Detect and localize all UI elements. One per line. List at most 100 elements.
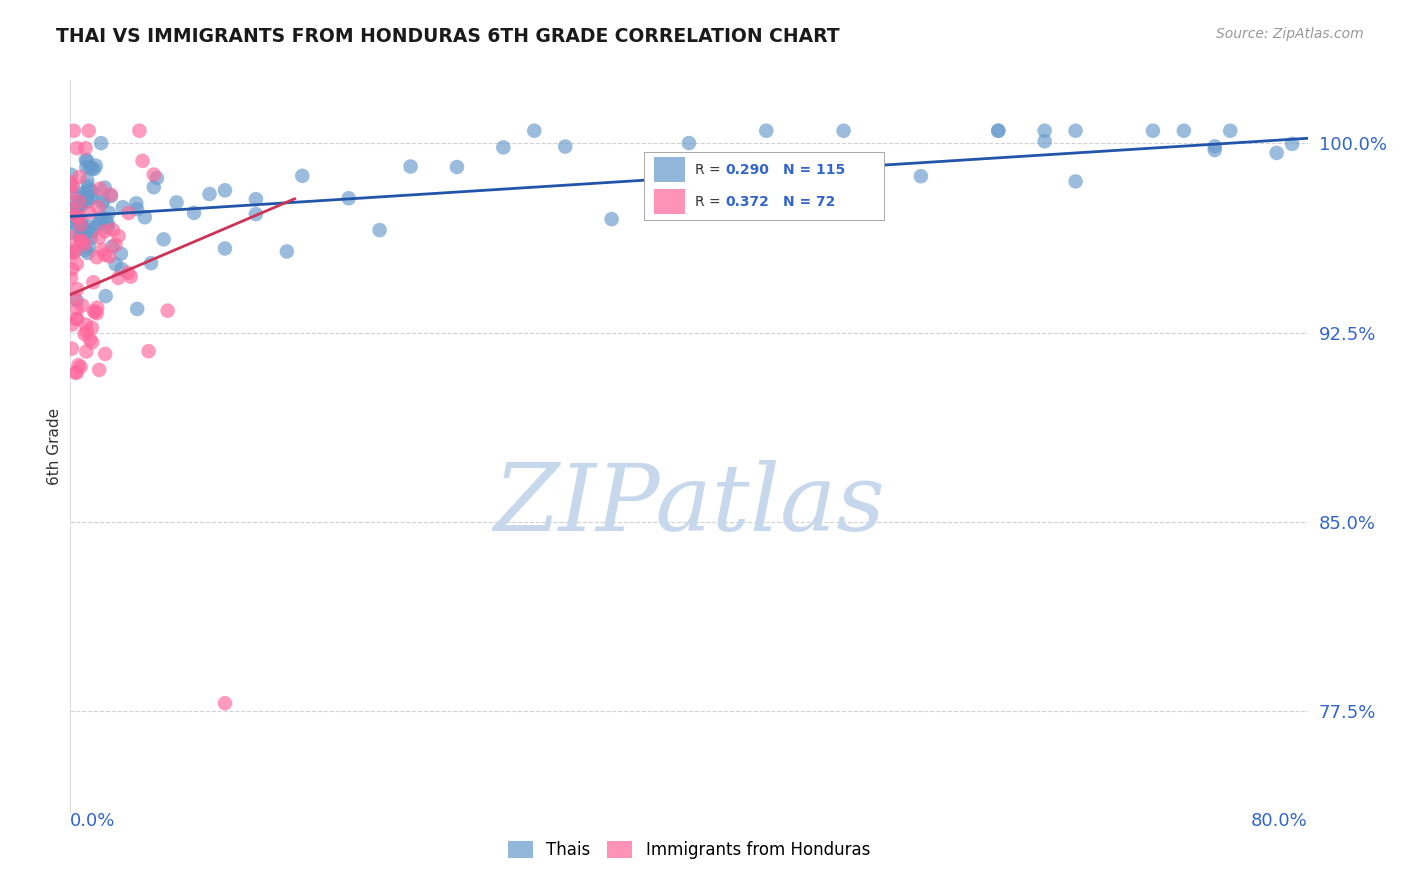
Thais [910,169,932,184]
Thais [63,244,86,259]
Immigrants from Honduras [131,153,153,168]
Immigrants from Honduras [69,359,91,374]
Immigrants from Honduras [76,325,98,339]
Immigrants from Honduras [72,299,94,313]
Immigrants from Honduras [84,305,107,319]
Immigrants from Honduras [104,237,127,252]
Immigrants from Honduras [60,318,83,332]
Thais [214,183,236,197]
Immigrants from Honduras [75,344,97,359]
Thais [1281,136,1303,151]
Thais [75,161,97,175]
Thais [214,242,236,256]
Thais [91,211,114,225]
Thais [446,160,468,174]
Thais [125,196,148,211]
Thais [91,195,114,210]
Thais [79,160,101,174]
Thais [1204,143,1226,157]
Immigrants from Honduras [101,223,124,237]
Thais [77,239,100,253]
Immigrants from Honduras [138,344,160,359]
Thais [80,231,103,245]
Thais [276,244,298,259]
Thais [76,179,98,194]
Thais [59,168,82,182]
Immigrants from Honduras [89,182,111,196]
Text: 80.0%: 80.0% [1251,812,1308,830]
Thais [1033,124,1056,138]
Immigrants from Honduras [120,269,142,284]
Thais [75,153,97,167]
Thais [76,223,98,237]
Thais [66,190,89,204]
Immigrants from Honduras [62,178,84,193]
Thais [59,202,82,217]
Immigrants from Honduras [62,124,84,138]
Thais [100,189,122,203]
Text: R =: R = [695,194,724,209]
Thais [94,212,117,227]
Thais [69,231,91,245]
Thais [75,243,97,257]
Immigrants from Honduras [60,271,83,285]
Immigrants from Honduras [91,243,114,257]
Thais [291,169,314,183]
Thais [89,213,111,227]
Thais [87,217,110,231]
Immigrants from Honduras [60,186,83,201]
Thais [245,192,267,206]
Thais [93,180,115,194]
Immigrants from Honduras [67,194,90,209]
Thais [152,232,174,246]
Immigrants from Honduras [80,320,103,334]
Immigrants from Honduras [77,124,100,138]
Thais [97,205,120,219]
Thais [127,301,149,316]
Thais [125,202,148,216]
Immigrants from Honduras [89,363,111,377]
Thais [70,221,93,235]
Immigrants from Honduras [86,306,108,320]
Immigrants from Honduras [98,249,121,263]
Thais [832,176,855,190]
Thais [76,153,98,168]
Immigrants from Honduras [65,302,87,317]
Immigrants from Honduras [117,206,139,220]
Immigrants from Honduras [117,266,139,280]
Text: ZIPatlas: ZIPatlas [494,459,884,549]
Immigrants from Honduras [59,202,82,216]
Thais [368,223,391,237]
Thais [94,289,117,303]
Immigrants from Honduras [89,230,111,244]
Thais [63,195,86,210]
Thais [77,246,100,260]
Thais [80,190,103,204]
Thais [69,194,91,208]
Immigrants from Honduras [128,124,150,138]
Immigrants from Honduras [94,347,117,361]
Immigrants from Honduras [67,358,90,372]
Thais [93,194,115,208]
Thais [70,214,93,228]
Thais [72,219,94,234]
Immigrants from Honduras [156,303,179,318]
Thais [76,174,98,188]
Immigrants from Honduras [86,250,108,264]
Thais [987,124,1010,138]
Text: 0.0%: 0.0% [70,812,115,830]
Text: 0.290: 0.290 [725,163,769,178]
Thais [62,209,84,223]
Thais [60,213,83,227]
Immigrants from Honduras [67,169,90,184]
Immigrants from Honduras [82,275,104,289]
Thais [987,124,1010,138]
Immigrants from Honduras [70,233,93,247]
Immigrants from Honduras [83,304,105,318]
Immigrants from Honduras [65,312,87,326]
Thais [755,124,778,138]
Immigrants from Honduras [60,230,83,244]
Text: THAI VS IMMIGRANTS FROM HONDURAS 6TH GRADE CORRELATION CHART: THAI VS IMMIGRANTS FROM HONDURAS 6TH GRA… [56,27,839,45]
Thais [1064,124,1087,138]
Text: N = 115: N = 115 [783,163,845,178]
